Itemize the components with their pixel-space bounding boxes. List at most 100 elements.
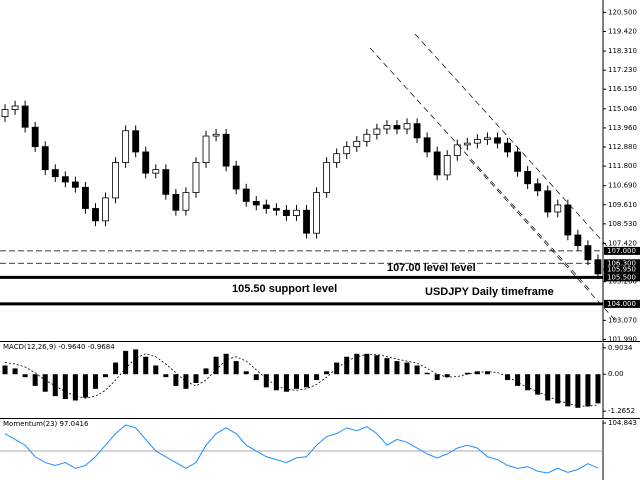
histogram-bar: [474, 371, 480, 375]
candle-body: [252, 201, 260, 206]
histogram-bar: [22, 374, 28, 378]
candle-body: [303, 209, 310, 234]
candle-body: [564, 204, 572, 236]
y-tick-label: 0.00: [608, 370, 624, 378]
signal-line: [4, 353, 599, 407]
y-tick-label: 109.610: [608, 201, 637, 209]
annotation: 105.50 support level: [232, 283, 337, 295]
y-tick-label: 116.150: [608, 85, 637, 93]
level-label: 106.300: [607, 259, 636, 267]
channel-lines: [369, 33, 616, 321]
candle-body: [242, 188, 250, 202]
level-label-box: [604, 299, 640, 308]
histogram-bar: [153, 365, 159, 375]
y-tick-label: 107.420: [608, 239, 637, 247]
candle-body: [494, 137, 501, 144]
histogram-bar: [72, 374, 78, 401]
histogram-bar: [434, 374, 440, 381]
histogram-bar: [203, 368, 209, 375]
histogram-bar: [314, 374, 320, 381]
candle-body: [222, 133, 230, 167]
histogram-bar: [2, 365, 8, 375]
candle-body: [41, 146, 49, 171]
candle-body: [112, 162, 119, 199]
candle-body: [574, 234, 582, 246]
annotation: USDJPY Daily timeframe: [425, 286, 554, 298]
level-label: 107.000: [607, 247, 636, 255]
candle-body: [61, 176, 69, 183]
histogram-bar: [324, 371, 330, 375]
candle-body: [473, 139, 481, 144]
histogram-bar: [444, 374, 450, 378]
histogram-bar: [213, 356, 219, 375]
candle-body: [262, 204, 270, 209]
candle-body: [71, 181, 79, 188]
level-label: 105.500: [607, 273, 636, 281]
channel-line: [369, 47, 591, 291]
candle-body: [554, 204, 562, 213]
y-tick-label: 118.310: [608, 47, 637, 55]
histogram-bar: [535, 374, 541, 395]
histogram-bar: [384, 358, 390, 375]
histogram-bar: [133, 349, 139, 375]
candle-body: [594, 259, 602, 275]
candle-body: [293, 209, 300, 216]
y-tick-label: 112.880: [608, 143, 637, 151]
y-tick-label: 108.530: [608, 220, 637, 228]
candle-body: [323, 162, 331, 193]
level-label: 105.950: [607, 265, 636, 273]
candle-body: [232, 165, 240, 190]
candle-body: [202, 135, 210, 163]
candle-body: [443, 155, 451, 176]
histogram-bar: [575, 374, 581, 408]
histogram-bar: [253, 374, 259, 381]
candle-body: [353, 140, 361, 148]
histogram-bar: [464, 372, 470, 375]
histogram-bar: [273, 374, 279, 391]
candle-body: [584, 245, 592, 261]
candle-body: [122, 130, 130, 163]
candle-body: [172, 193, 180, 211]
histogram-bar: [82, 374, 88, 398]
histogram-bar: [354, 353, 360, 375]
candle-body: [453, 144, 461, 156]
histogram-bar: [113, 362, 119, 375]
histogram-bar: [163, 374, 169, 378]
histogram-bar: [364, 353, 370, 375]
y-tick-label: 115.040: [608, 105, 637, 113]
panel-title: Momentum(23) 97.0416: [3, 420, 89, 428]
histogram-bar: [484, 371, 490, 375]
y-tick-label: 120.500: [608, 8, 637, 16]
histogram-bar: [293, 374, 299, 389]
candle-body: [544, 190, 552, 213]
candle-body: [433, 151, 441, 176]
level-label-box: [604, 246, 640, 255]
candle-body: [413, 123, 421, 139]
level-label-box: [604, 259, 640, 268]
annotation: 107.00 level level: [387, 262, 476, 274]
panel-title: MACD(12,26,9) -0.9640 -0.9684: [3, 343, 115, 351]
level-label-box: [604, 273, 640, 282]
candle-body: [21, 105, 29, 128]
histogram-bar: [223, 353, 229, 375]
candle-body: [11, 105, 19, 110]
histogram-bar: [505, 374, 511, 381]
candle-body: [534, 183, 542, 192]
histogram-bar: [32, 374, 38, 386]
candle-body: [51, 169, 59, 178]
candle-body: [152, 169, 160, 174]
histogram-bar: [525, 374, 531, 391]
candle-body: [514, 151, 521, 172]
histogram-bar: [515, 374, 521, 386]
histogram-bar: [263, 374, 269, 388]
histogram-bar: [374, 355, 380, 375]
y-tick-label: 104.843: [608, 419, 637, 427]
histogram-bar: [103, 374, 109, 378]
candle-body: [504, 142, 511, 153]
candle-body: [343, 146, 351, 155]
histogram-bar: [92, 374, 98, 389]
histogram-bar: [193, 374, 199, 383]
candle-body: [132, 130, 140, 153]
